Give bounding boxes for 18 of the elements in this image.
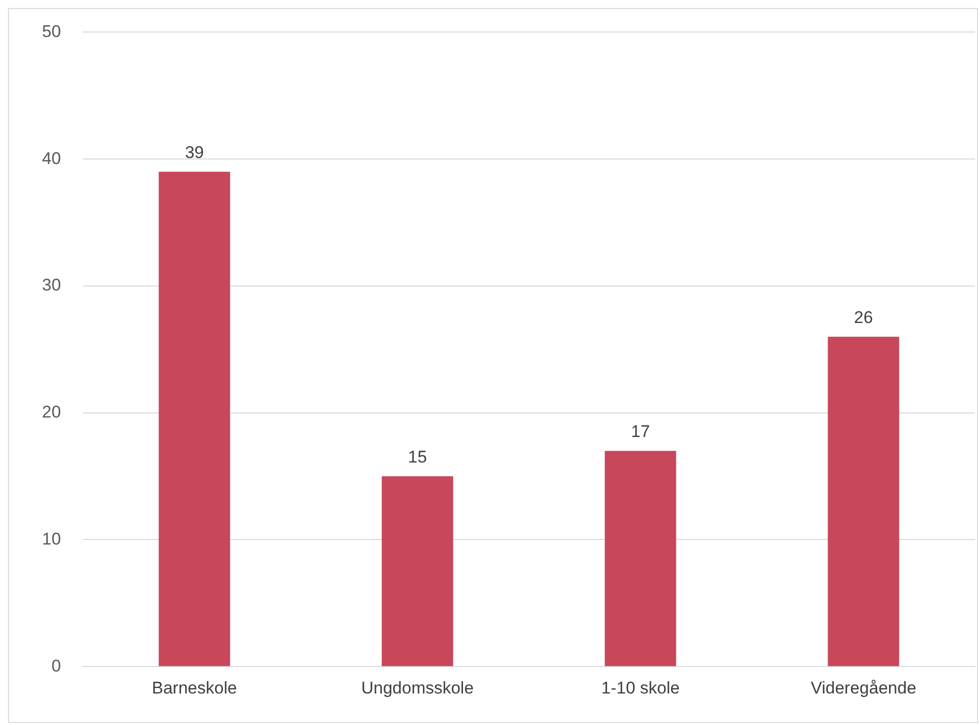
data-label: 26 xyxy=(854,308,873,327)
y-tick-label: 30 xyxy=(42,276,61,295)
bar xyxy=(604,450,676,666)
x-tick-label: Videregående xyxy=(810,678,916,698)
data-label: 15 xyxy=(408,447,427,466)
y-tick-label: 40 xyxy=(42,148,61,168)
x-tick-label: Ungdomsskole xyxy=(361,678,474,698)
bar xyxy=(382,476,454,666)
data-label: 39 xyxy=(184,142,204,162)
bar xyxy=(158,172,230,666)
bar xyxy=(828,336,900,666)
y-tick-label: 10 xyxy=(42,529,61,548)
x-tick-label: Barneskole xyxy=(152,678,237,698)
data-label: 17 xyxy=(631,422,650,442)
y-tick-label: 0 xyxy=(51,656,61,676)
x-tick-label: 1-10 skole xyxy=(601,678,680,698)
y-tick-label: 20 xyxy=(42,402,61,422)
y-tick-label: 50 xyxy=(42,22,61,41)
